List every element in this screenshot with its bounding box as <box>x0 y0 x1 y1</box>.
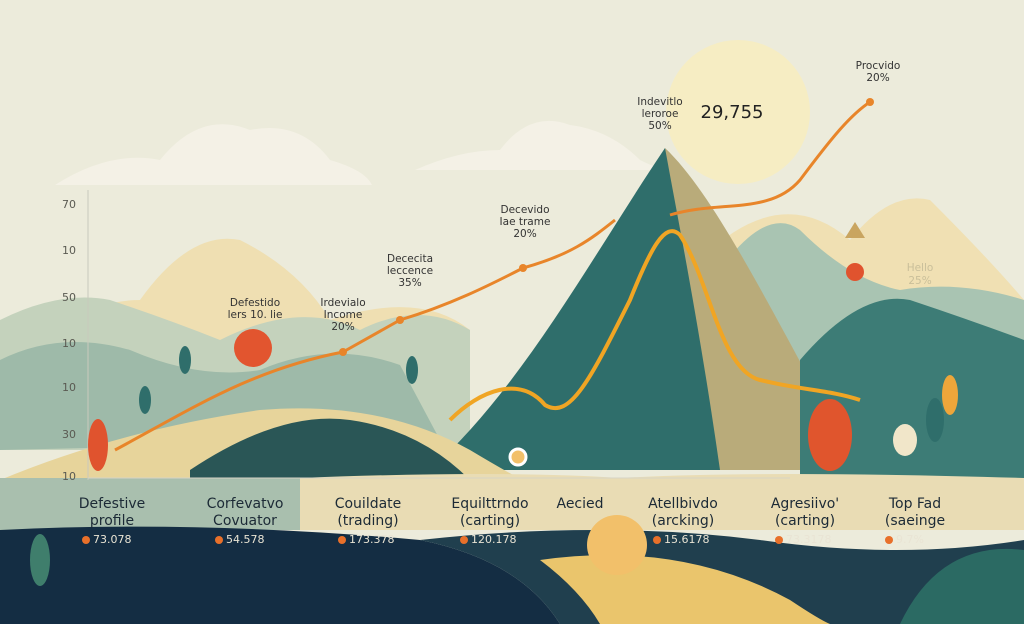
annotation: lers 10. lie <box>228 309 283 321</box>
category-label: (carting) <box>460 513 520 529</box>
category-label: (carting) <box>775 513 835 529</box>
category-label: Equilttrndo <box>451 496 528 512</box>
point <box>866 98 874 106</box>
annotation: 25% <box>908 275 931 287</box>
axis-label: 50 <box>62 291 76 304</box>
category-value: 73.078 <box>93 533 132 546</box>
category-value: 54.578 <box>226 533 265 546</box>
category-value: 9.7% <box>896 533 924 546</box>
bullet <box>653 536 661 544</box>
annotation: 50% <box>648 120 671 132</box>
category-label: Couildate <box>335 496 402 512</box>
category-value: 120.178 <box>471 533 517 546</box>
ground <box>0 526 560 624</box>
category-value: 173.378 <box>349 533 395 546</box>
category-label: Defestive <box>79 496 146 512</box>
axis-label: 10 <box>62 470 76 483</box>
leaf <box>139 386 151 414</box>
tree <box>808 399 852 471</box>
category-value: 15.6178 <box>664 533 710 546</box>
balloon <box>234 329 272 367</box>
leaf <box>893 424 917 456</box>
axis-label: 10 <box>62 381 76 394</box>
balloon <box>846 263 864 281</box>
annotation: Iae trame <box>500 216 551 228</box>
annotation: 20% <box>513 228 536 240</box>
annotation: Income <box>324 309 363 321</box>
axis-label: 70 <box>62 198 76 211</box>
annotation: Dececita <box>387 253 433 265</box>
axis-label: 10 <box>62 337 76 350</box>
bush <box>900 548 1024 624</box>
category-label: Aecied <box>556 496 603 512</box>
category-label: Top Fad <box>888 496 941 512</box>
bullet <box>885 536 893 544</box>
annotation: 20% <box>331 321 354 333</box>
annotation: Decevido <box>501 204 550 216</box>
category-label: Covuator <box>213 513 277 529</box>
trend-line <box>448 229 861 422</box>
hill <box>190 418 470 480</box>
point <box>339 348 347 356</box>
category-label: (saeinge <box>885 513 945 529</box>
category-label: Atellbivdo <box>648 496 718 512</box>
annotation: Procvido <box>856 60 901 72</box>
category-value: 73.3178 <box>786 533 832 546</box>
cloud <box>415 120 670 170</box>
trend-line <box>669 100 871 217</box>
category-label: profile <box>90 513 134 529</box>
flower <box>587 515 647 575</box>
marker <box>845 222 865 238</box>
annotation: Irdevialo <box>320 297 365 309</box>
flower <box>508 447 528 467</box>
category-label: (trading) <box>337 513 398 529</box>
bullet <box>460 536 468 544</box>
axis-label: 10 <box>62 244 76 257</box>
leaf <box>942 375 958 415</box>
leaf <box>179 346 191 374</box>
bullet <box>82 536 90 544</box>
bullet <box>775 536 783 544</box>
leaf <box>926 398 944 442</box>
annotation: 20% <box>866 72 889 84</box>
annotation: leroroe <box>642 108 679 120</box>
headline-number: 29,755 <box>701 102 764 123</box>
leaf <box>406 356 418 384</box>
annotation: Defestido <box>230 297 280 309</box>
bullet <box>215 536 223 544</box>
cloud <box>55 124 372 185</box>
sun <box>666 40 810 184</box>
axis-label: 30 <box>62 428 76 441</box>
category-label: (arcking) <box>652 513 714 529</box>
hill <box>800 298 1024 480</box>
annotation: Indevitlo <box>637 96 682 108</box>
point <box>396 316 404 324</box>
annotation: Hello <box>907 262 934 274</box>
leaf <box>30 534 50 586</box>
trend-line <box>114 218 616 452</box>
annotation: 35% <box>398 277 421 289</box>
category-label: Corfevatvo <box>207 496 284 512</box>
point <box>519 264 527 272</box>
annotation: leccence <box>387 265 433 277</box>
category-label: Agresiivo' <box>771 496 839 512</box>
bullet <box>338 536 346 544</box>
label-band <box>300 474 1024 530</box>
leaf <box>88 419 108 471</box>
